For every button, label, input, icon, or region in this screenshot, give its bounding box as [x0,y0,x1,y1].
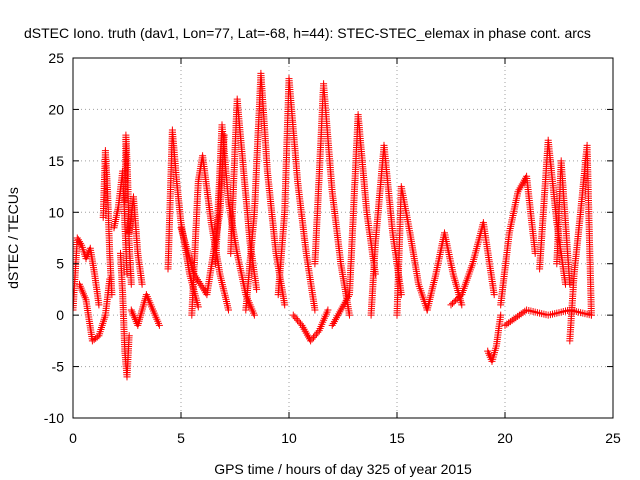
data-point-markers [73,234,103,314]
data-point-markers [536,136,569,288]
arc-series [177,131,228,299]
arc-series [553,157,574,288]
arc-series [484,311,505,365]
arc-series [274,75,319,314]
arc-series [497,172,539,309]
arc-series [127,291,163,329]
arc-series [423,229,466,314]
arc-series [447,219,498,309]
axis-ticks: 0 5 10 15 20 25 -10 -5 0 5 10 15 20 25 [44,50,621,446]
arc-series [73,234,103,314]
arc-series [328,111,379,329]
y-tick-label: 25 [48,50,64,66]
data-point-markers [177,131,228,299]
arc-series [566,141,595,345]
data-point-markers [117,249,133,381]
arc-series [212,121,258,319]
x-tick-label: 10 [281,430,297,446]
x-tick-label: 5 [177,430,185,446]
y-tick-label: 5 [56,256,64,272]
x-tick-label: 25 [605,430,621,446]
data-point-markers [188,152,232,319]
arc-series [311,80,353,319]
data-point-markers [566,141,595,345]
y-tick-label: -10 [44,410,64,426]
data-point-markers [289,306,332,345]
data-point-markers [212,121,258,319]
x-axis-label: GPS time / hours of day 325 of year 2015 [214,461,472,477]
y-tick-label: 15 [48,153,64,169]
arc-series [76,275,114,345]
data-point-markers [121,131,135,288]
data-point-markers [447,219,498,309]
plot-frame [72,57,614,419]
arc-series [501,306,595,329]
x-tick-label: 15 [389,430,405,446]
data-point-markers [125,193,146,288]
x-tick-label: 20 [497,430,513,446]
data-point-markers [127,291,163,329]
data-point-markers [423,229,466,314]
arc-series [242,69,289,314]
data-point-markers [484,311,505,365]
data-point-markers [99,147,116,299]
arc-series [367,141,405,319]
data-point-markers [501,306,595,329]
y-tick-label: 20 [48,101,64,117]
data-point-markers [76,275,114,345]
y-axis-label: dSTEC / TECUs [5,187,21,289]
data-point-markers [553,157,574,288]
data-point-markers [393,183,431,319]
y-tick-label: 0 [56,307,64,323]
y-tick-label: 10 [48,204,64,220]
data-point-markers [274,75,319,314]
data-point-markers [328,111,379,329]
chart-title: dSTEC Iono. truth (dav1, Lon=77, Lat=-68… [24,25,591,41]
y-tick-label: -5 [52,359,65,375]
arc-series [117,249,133,381]
arc-series [289,306,332,345]
arc-series [393,183,431,319]
data-point-markers [242,69,289,314]
data-points [73,69,595,381]
data-point-markers [311,80,353,319]
data-point-markers [497,172,539,309]
arc-series [536,136,569,288]
arc-series [121,131,135,288]
arc-series [188,152,232,319]
arc-series [99,147,116,299]
data-point-markers [367,141,405,319]
arc-series [125,193,146,288]
x-tick-label: 0 [69,430,77,446]
